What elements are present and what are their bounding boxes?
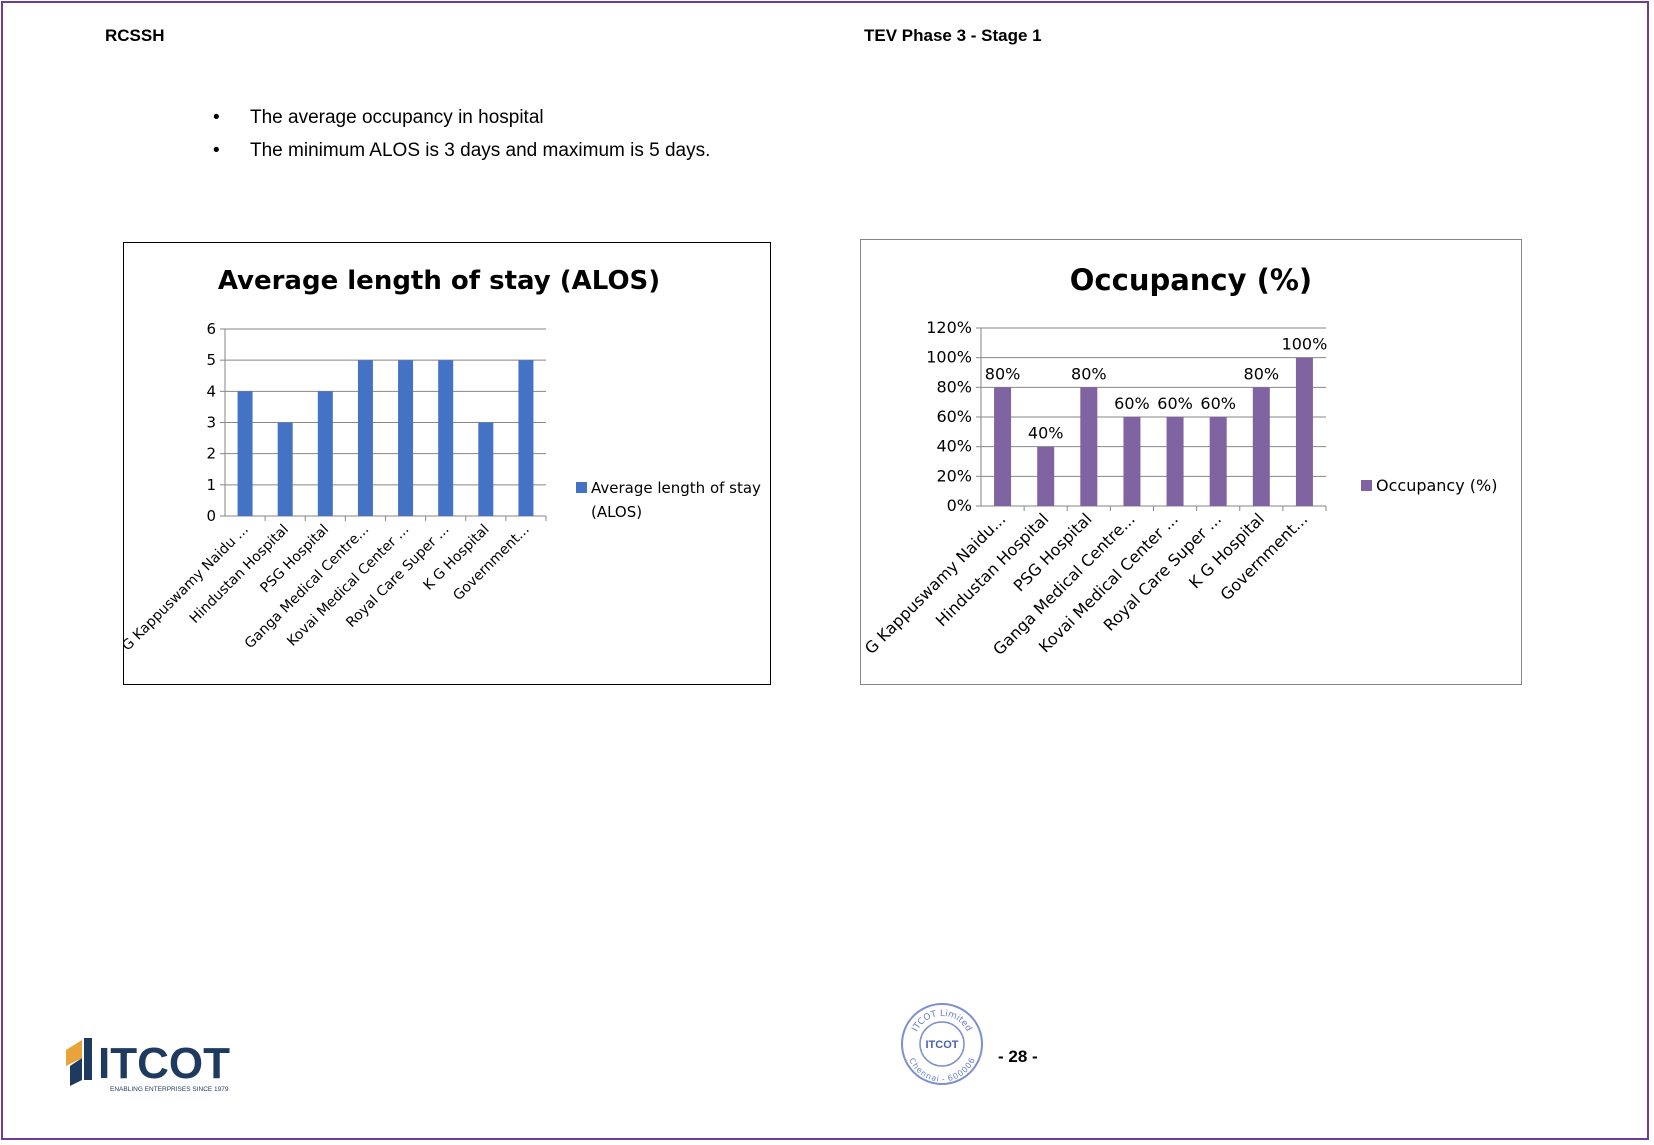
bullet-text: The minimum ALOS is 3 days and maximum i… [250,140,711,161]
bar [1080,387,1098,506]
y-tick-label: 2 [206,445,216,463]
bullet-text: The average occupancy in hospital [250,107,544,128]
y-tick-label: 80% [936,377,972,396]
y-tick-label: 3 [206,414,216,432]
itcot-logo: ITCOT ENABLING ENTERPRISES SINCE 1979 [66,1038,230,1093]
bar [277,422,293,516]
logo-tagline: ENABLING ENTERPRISES SINCE 1979 [110,1086,229,1093]
data-label: 80% [1244,364,1280,383]
company-seal: ITCOT Limited Chennai - 600006 ITCOT [901,1003,983,1085]
seal-inner-ring [919,1021,965,1067]
data-label: 60% [1157,394,1193,413]
y-tick-label: 40% [936,437,972,456]
y-tick-label: 20% [936,466,972,485]
header-left-title: RCSSH [105,26,165,45]
data-label: 80% [985,364,1021,383]
bar [398,360,414,516]
bar [478,422,494,516]
legend-label: Occupancy (%) [1376,476,1497,495]
bar [317,391,333,516]
y-tick-label: 0% [947,496,972,515]
chart-title: Average length of stay (ALOS) [218,266,660,296]
alos-chart: Average length of stay (ALOS) 0 1 2 3 4 5 6 G Ka… [123,242,771,685]
bullet-icon: • [213,140,220,161]
bar [237,391,253,516]
logo-text: ITCOT [98,1039,230,1088]
bar [1166,417,1184,506]
occupancy-chart: Occupancy (%) 0% 20% 40% 60% 80% 100% 120% 80% G … [860,239,1522,685]
y-tick-label: 60% [936,407,972,426]
y-tick-label: 6 [206,320,216,338]
bar [994,387,1012,506]
seal-bottom-text-path: Chennai - 600006 [907,1056,977,1083]
bullet-item: • The minimum ALOS is 3 days and maximum … [210,139,710,172]
bar [1252,387,1270,506]
bar [357,360,373,516]
data-label: 100% [1282,335,1328,354]
seal-center-text: ITCOT [926,1039,959,1051]
y-tick-label: 0 [206,507,216,525]
bar [1037,446,1055,506]
y-tick-label: 1 [206,476,216,494]
logo-bar-icon [84,1038,92,1080]
bar [438,360,454,516]
data-label: 40% [1028,424,1064,443]
header-right-title: TEV Phase 3 - Stage 1 [864,26,1042,45]
data-label: 60% [1200,394,1236,413]
seal-outer-ring [901,1003,983,1085]
legend-swatch [1361,480,1372,491]
logo-mark-shadow-icon [70,1058,82,1086]
occupancy-chart-svg: Occupancy (%)0%20%40%60%80%100%120%80%G … [861,263,1497,659]
legend-swatch [576,482,587,493]
bar [1123,417,1141,506]
bar [1295,357,1313,506]
bar [518,360,534,516]
logo-mark-icon [66,1040,82,1066]
bullet-icon: • [213,107,220,128]
y-tick-label: 5 [206,351,216,369]
data-label: 60% [1114,394,1150,413]
seal-top-text: ITCOT Limited [910,1009,973,1034]
seal-top-text-path: ITCOT Limited [910,1009,973,1034]
page-number: - 28 - [998,1047,1038,1066]
y-tick-label: 120% [926,318,972,337]
y-tick-label: 4 [206,382,216,400]
bar [1209,417,1227,506]
chart-title: Occupancy (%) [1070,263,1312,297]
bullet-item: • The average occupancy in hospital [210,106,710,139]
legend-label: (ALOS) [591,503,642,521]
y-tick-label: 100% [926,348,972,367]
seal-bottom-text: Chennai - 600006 [907,1056,977,1083]
data-label: 80% [1071,364,1107,383]
legend-label: Average length of stay [591,479,761,497]
bullet-list: • The average occupancy in hospital • The … [210,106,710,172]
